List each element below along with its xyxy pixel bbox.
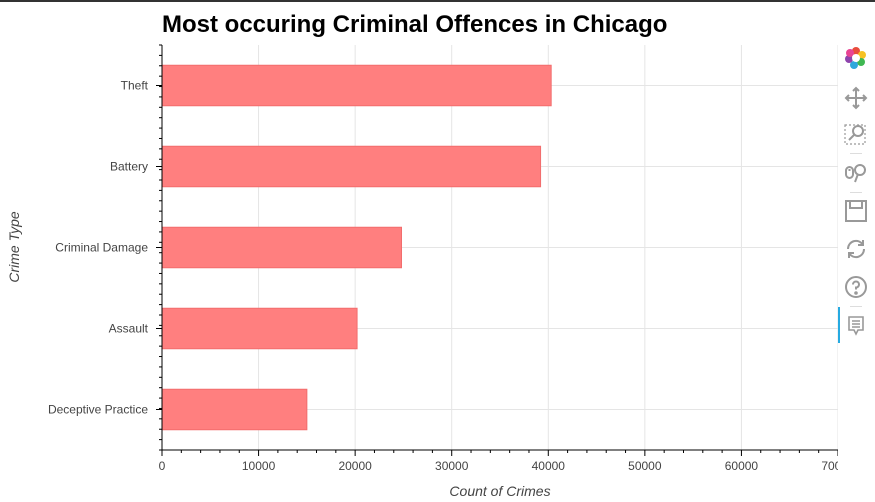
help-icon[interactable] xyxy=(844,275,868,299)
x-axis-label: Count of Crimes xyxy=(449,483,550,499)
bokeh-logo-icon[interactable] xyxy=(844,46,868,70)
bar-battery[interactable] xyxy=(161,145,542,188)
x-tick-label: 20000 xyxy=(338,459,372,473)
box-zoom-icon[interactable] xyxy=(844,122,868,146)
axes: 0 10000 20000 30000 40000 50000 60000 70000 Thef… xyxy=(48,44,838,473)
active-tool-indicator xyxy=(838,307,840,343)
bar-deceptive-practice[interactable] xyxy=(161,388,308,431)
save-icon[interactable] xyxy=(844,199,868,223)
y-axis-label: Crime Type xyxy=(6,211,22,283)
wheel-zoom-icon[interactable] xyxy=(844,161,868,185)
y-tick-label: Deceptive Practice xyxy=(48,403,148,417)
toolbar xyxy=(838,42,875,352)
y-tick-label: Criminal Damage xyxy=(55,241,148,255)
x-tick-label: 30000 xyxy=(435,459,469,473)
x-tick-label: 10000 xyxy=(242,459,276,473)
bar-theft[interactable] xyxy=(161,64,552,107)
x-tick-label: 0 xyxy=(159,459,166,473)
pan-icon[interactable] xyxy=(844,86,868,110)
chart-title: Most occuring Criminal Offences in Chica… xyxy=(162,11,668,38)
hover-icon[interactable] xyxy=(844,314,868,338)
x-tick-label: 60000 xyxy=(725,459,759,473)
y-tick-label: Theft xyxy=(121,79,149,93)
y-tick-label: Battery xyxy=(110,160,148,174)
chart: 0 10000 20000 30000 40000 50000 60000 70000 Thef… xyxy=(6,44,838,499)
reset-icon[interactable] xyxy=(844,237,868,261)
x-tick-label: 70000 xyxy=(821,459,838,473)
y-tick-label: Assault xyxy=(109,322,149,336)
x-tick-label: 50000 xyxy=(628,459,662,473)
bar-criminal-damage[interactable] xyxy=(161,226,402,269)
x-tick-label: 40000 xyxy=(532,459,566,473)
bar-assault[interactable] xyxy=(161,307,358,350)
